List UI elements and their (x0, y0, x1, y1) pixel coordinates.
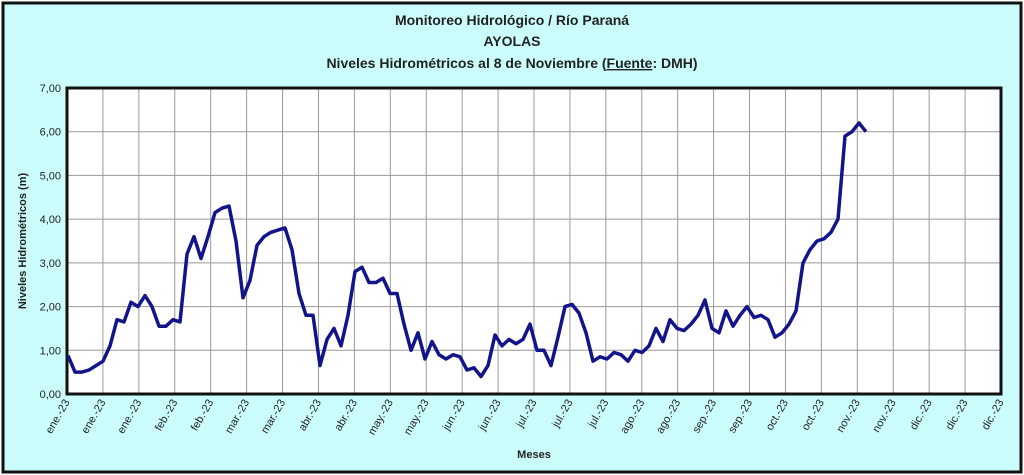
subtitle-part: : DMH) (652, 55, 697, 71)
chart-title: Monitoreo Hidrológico / Río Paraná (395, 12, 629, 28)
chart-subtitle2: Niveles Hidrométricos al 8 de Noviembre … (326, 55, 697, 71)
y-tick-label: 2,00 (40, 302, 61, 314)
subtitle-part: Niveles Hidrométricos al 8 de Noviembre … (326, 55, 606, 71)
y-tick-label: 7,00 (40, 83, 61, 95)
subtitle-part: Fuente (607, 55, 653, 71)
y-axis-label: Niveles Hidrométricos (m) (17, 173, 29, 310)
x-axis-label: Meses (517, 449, 551, 461)
data-line (66, 121, 868, 379)
y-tick-label: 1,00 (40, 345, 61, 357)
plot-border (65, 86, 1003, 396)
y-tick-label: 3,00 (40, 258, 61, 270)
y-tick-label: 5,00 (40, 170, 61, 182)
chart-subtitle: AYOLAS (483, 33, 540, 49)
y-tick-label: 0,00 (40, 389, 61, 401)
y-tick-label: 4,00 (40, 214, 61, 226)
y-tick-label: 6,00 (40, 127, 61, 139)
